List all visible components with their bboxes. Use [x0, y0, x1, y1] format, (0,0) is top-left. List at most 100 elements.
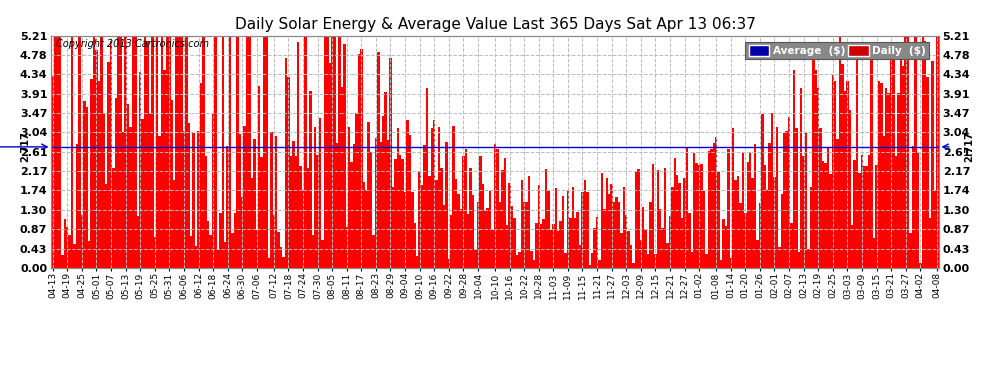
Bar: [362, 182, 365, 268]
Bar: [433, 120, 436, 268]
Bar: [538, 184, 540, 268]
Bar: [863, 166, 865, 268]
Bar: [917, 153, 919, 268]
Bar: [392, 188, 394, 268]
Bar: [389, 58, 392, 268]
Bar: [494, 144, 496, 268]
Bar: [438, 127, 441, 268]
Bar: [761, 114, 763, 268]
Bar: [666, 243, 669, 268]
Bar: [207, 220, 210, 268]
Bar: [638, 170, 640, 268]
Bar: [450, 215, 452, 268]
Bar: [339, 26, 341, 268]
Bar: [763, 165, 766, 268]
Bar: [705, 254, 708, 268]
Bar: [90, 79, 93, 268]
Bar: [768, 143, 771, 268]
Bar: [384, 92, 387, 268]
Bar: [446, 142, 447, 268]
Bar: [868, 154, 870, 268]
Bar: [183, 131, 185, 268]
Bar: [73, 244, 76, 268]
Bar: [718, 172, 720, 268]
Bar: [509, 183, 511, 268]
Bar: [649, 201, 651, 268]
Bar: [370, 152, 372, 268]
Bar: [190, 237, 192, 268]
Bar: [860, 154, 863, 268]
Bar: [464, 149, 467, 268]
Bar: [673, 158, 676, 268]
Bar: [151, 28, 153, 268]
Bar: [678, 183, 681, 268]
Bar: [472, 195, 474, 268]
Bar: [878, 81, 880, 268]
Bar: [443, 205, 446, 268]
Bar: [372, 235, 374, 268]
Bar: [404, 192, 406, 268]
Bar: [117, 27, 120, 268]
Bar: [331, 24, 334, 268]
Bar: [803, 156, 805, 268]
Bar: [387, 141, 389, 268]
Bar: [778, 248, 780, 268]
Bar: [53, 22, 56, 268]
Bar: [740, 203, 742, 268]
Bar: [255, 230, 258, 268]
Bar: [543, 219, 545, 268]
Bar: [105, 184, 107, 268]
Bar: [100, 22, 103, 268]
Bar: [350, 162, 352, 268]
Title: Daily Solar Energy & Average Value Last 365 Days Sat Apr 13 06:37: Daily Solar Energy & Average Value Last …: [235, 16, 755, 32]
Bar: [210, 235, 212, 268]
Bar: [51, 75, 53, 268]
Legend: Average  ($), Daily  ($): Average ($), Daily ($): [745, 42, 929, 59]
Bar: [153, 237, 156, 268]
Bar: [292, 141, 294, 268]
Bar: [633, 263, 635, 268]
Bar: [237, 22, 239, 268]
Bar: [651, 164, 654, 268]
Bar: [409, 135, 411, 268]
Bar: [382, 116, 384, 268]
Bar: [919, 263, 922, 268]
Bar: [800, 87, 803, 268]
Bar: [681, 218, 683, 268]
Bar: [217, 250, 219, 268]
Bar: [569, 218, 571, 268]
Bar: [825, 163, 827, 268]
Bar: [156, 22, 158, 268]
Bar: [703, 191, 705, 268]
Bar: [253, 139, 255, 268]
Bar: [336, 143, 339, 268]
Bar: [758, 202, 761, 268]
Bar: [708, 151, 710, 268]
Bar: [397, 128, 399, 268]
Bar: [355, 114, 357, 268]
Bar: [120, 22, 122, 268]
Bar: [646, 254, 649, 268]
Bar: [275, 136, 277, 268]
Bar: [411, 192, 414, 268]
Bar: [474, 249, 477, 268]
Bar: [753, 144, 756, 268]
Bar: [807, 249, 810, 268]
Bar: [202, 22, 205, 268]
Bar: [307, 168, 309, 268]
Bar: [282, 257, 285, 268]
Bar: [656, 171, 659, 268]
Bar: [185, 22, 187, 268]
Bar: [334, 37, 336, 268]
Bar: [746, 162, 749, 268]
Bar: [142, 119, 144, 268]
Bar: [640, 240, 643, 268]
Bar: [934, 191, 937, 268]
Bar: [693, 153, 696, 268]
Bar: [618, 202, 620, 268]
Bar: [426, 88, 428, 268]
Bar: [285, 58, 287, 268]
Bar: [856, 50, 858, 268]
Bar: [620, 232, 623, 268]
Bar: [212, 114, 214, 268]
